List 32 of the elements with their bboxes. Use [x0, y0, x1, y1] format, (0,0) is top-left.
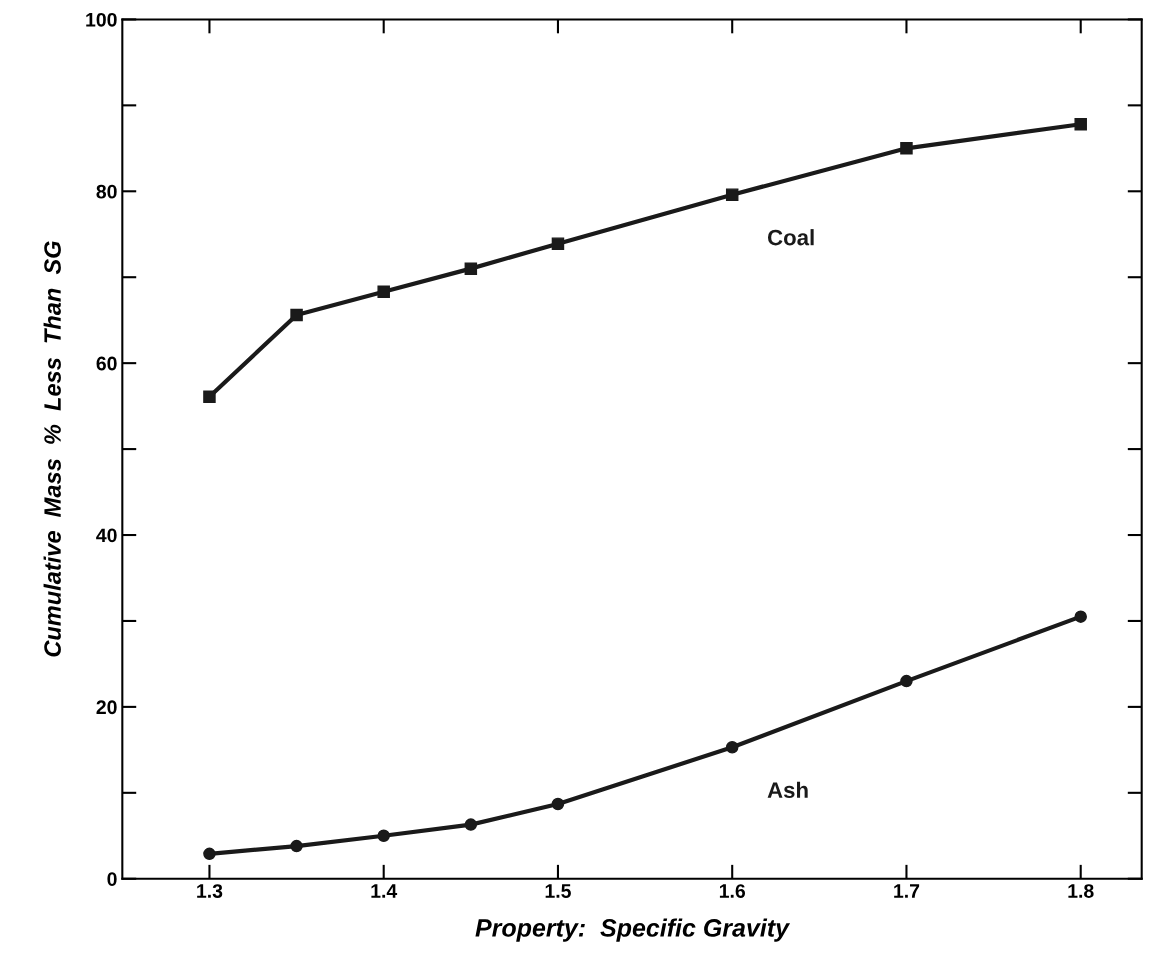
point [725, 741, 739, 754]
point [464, 262, 478, 275]
series-label: Coal [767, 229, 814, 246]
y-tick-label: 0 [107, 872, 117, 886]
point [1074, 118, 1087, 131]
point [290, 308, 303, 322]
point [900, 142, 913, 155]
x-tick-label: 1.5 [545, 884, 571, 898]
point [290, 839, 303, 853]
point [1074, 610, 1087, 623]
point [725, 188, 739, 201]
x-tick-label: 1.8 [1068, 884, 1094, 898]
point [900, 674, 913, 688]
y-tick-label: 60 [96, 356, 117, 371]
y-axis-title: Cumulative Mass % Less Than SG [43, 241, 61, 657]
x-tick-label: 1.6 [719, 884, 746, 898]
point [464, 818, 478, 831]
x-tick-label: 1.4 [371, 884, 398, 898]
point [551, 237, 565, 250]
point [551, 797, 565, 811]
point [377, 829, 390, 843]
x-tick-label: 1.3 [197, 884, 223, 898]
series-label: Ash [767, 781, 808, 798]
point [377, 285, 390, 299]
y-tick-label: 100 [86, 12, 117, 27]
y-tick-label: 20 [96, 700, 117, 715]
x-tick-label: 1.7 [894, 884, 920, 898]
y-tick-label: 40 [96, 528, 117, 543]
x-axis-title: Property: Specific Gravity [475, 918, 791, 942]
point [203, 390, 216, 403]
y-tick-label: 80 [96, 184, 117, 199]
point [203, 847, 216, 861]
